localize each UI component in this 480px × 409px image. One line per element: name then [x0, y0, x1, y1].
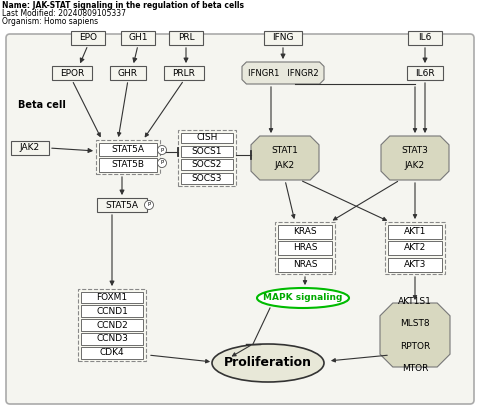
Text: CCND1: CCND1: [96, 307, 128, 316]
FancyBboxPatch shape: [278, 258, 332, 272]
Circle shape: [157, 146, 167, 155]
Text: IL6R: IL6R: [415, 68, 435, 77]
Text: HRAS: HRAS: [293, 243, 317, 252]
Text: AKT1: AKT1: [404, 227, 426, 236]
Text: FOXM1: FOXM1: [96, 293, 128, 302]
Text: AKT1S1: AKT1S1: [398, 297, 432, 306]
Polygon shape: [251, 136, 319, 180]
Ellipse shape: [257, 288, 349, 308]
FancyBboxPatch shape: [81, 306, 143, 317]
FancyBboxPatch shape: [81, 319, 143, 331]
FancyBboxPatch shape: [278, 225, 332, 238]
FancyBboxPatch shape: [11, 141, 49, 155]
Text: Name: JAK-STAT signaling in the regulation of beta cells: Name: JAK-STAT signaling in the regulati…: [2, 1, 244, 10]
FancyBboxPatch shape: [264, 31, 302, 45]
Text: MLST8: MLST8: [400, 319, 430, 328]
Text: KRAS: KRAS: [293, 227, 317, 236]
FancyBboxPatch shape: [181, 133, 233, 144]
Text: Proliferation: Proliferation: [224, 357, 312, 369]
Text: Organism: Homo sapiens: Organism: Homo sapiens: [2, 17, 98, 26]
Text: SOCS3: SOCS3: [192, 173, 222, 182]
FancyBboxPatch shape: [181, 173, 233, 184]
FancyBboxPatch shape: [408, 31, 442, 45]
Text: P: P: [160, 160, 164, 166]
Text: EPO: EPO: [79, 34, 97, 43]
Text: CISH: CISH: [196, 133, 218, 142]
FancyBboxPatch shape: [81, 347, 143, 359]
FancyBboxPatch shape: [181, 146, 233, 157]
Text: EPOR: EPOR: [60, 68, 84, 77]
Text: IL6: IL6: [418, 34, 432, 43]
FancyBboxPatch shape: [388, 258, 442, 272]
Text: MAPK signaling: MAPK signaling: [264, 294, 343, 303]
Circle shape: [157, 159, 167, 168]
Text: PRLR: PRLR: [173, 68, 195, 77]
Text: STAT5A: STAT5A: [111, 145, 144, 154]
Text: STAT1: STAT1: [272, 146, 299, 155]
FancyBboxPatch shape: [169, 31, 203, 45]
Text: P: P: [147, 202, 151, 207]
FancyBboxPatch shape: [78, 289, 146, 361]
Text: GHR: GHR: [118, 68, 138, 77]
FancyBboxPatch shape: [407, 66, 443, 80]
FancyBboxPatch shape: [388, 225, 442, 238]
Text: STAT5B: STAT5B: [111, 160, 144, 169]
Text: CCND3: CCND3: [96, 335, 128, 344]
Circle shape: [144, 200, 154, 209]
Text: PRL: PRL: [178, 34, 194, 43]
Text: Beta cell: Beta cell: [18, 100, 66, 110]
Polygon shape: [242, 62, 324, 84]
FancyBboxPatch shape: [385, 222, 445, 274]
FancyBboxPatch shape: [121, 31, 155, 45]
Text: MTOR: MTOR: [402, 364, 428, 373]
Text: CCND2: CCND2: [96, 321, 128, 330]
FancyBboxPatch shape: [278, 241, 332, 255]
FancyBboxPatch shape: [6, 34, 474, 404]
Text: JAK2: JAK2: [275, 161, 295, 170]
FancyBboxPatch shape: [99, 158, 157, 171]
Text: AKT3: AKT3: [404, 260, 426, 269]
Text: IFNG: IFNG: [272, 34, 294, 43]
FancyBboxPatch shape: [164, 66, 204, 80]
Polygon shape: [380, 303, 450, 367]
Text: GH1: GH1: [128, 34, 148, 43]
FancyBboxPatch shape: [110, 66, 146, 80]
Text: P: P: [160, 148, 164, 153]
Text: JAK2: JAK2: [20, 144, 40, 153]
FancyBboxPatch shape: [81, 333, 143, 345]
Polygon shape: [381, 136, 449, 180]
FancyBboxPatch shape: [388, 241, 442, 255]
FancyBboxPatch shape: [97, 198, 147, 212]
Text: STAT5A: STAT5A: [106, 200, 139, 209]
FancyBboxPatch shape: [181, 159, 233, 170]
Ellipse shape: [212, 344, 324, 382]
Text: Last Modified: 20240809105337: Last Modified: 20240809105337: [2, 9, 126, 18]
Text: AKT2: AKT2: [404, 243, 426, 252]
Text: SOCS1: SOCS1: [192, 147, 222, 156]
FancyBboxPatch shape: [71, 31, 105, 45]
FancyBboxPatch shape: [178, 130, 236, 186]
Text: SOCS2: SOCS2: [192, 160, 222, 169]
Text: NRAS: NRAS: [293, 260, 317, 269]
FancyBboxPatch shape: [52, 66, 92, 80]
Text: IFNGR1   IFNGR2: IFNGR1 IFNGR2: [248, 68, 318, 77]
Text: CDK4: CDK4: [100, 348, 124, 357]
Text: RPTOR: RPTOR: [400, 342, 430, 351]
FancyBboxPatch shape: [96, 140, 160, 174]
Text: JAK2: JAK2: [405, 161, 425, 170]
Text: STAT3: STAT3: [402, 146, 429, 155]
FancyBboxPatch shape: [99, 142, 157, 156]
FancyBboxPatch shape: [275, 222, 335, 274]
FancyBboxPatch shape: [81, 292, 143, 303]
